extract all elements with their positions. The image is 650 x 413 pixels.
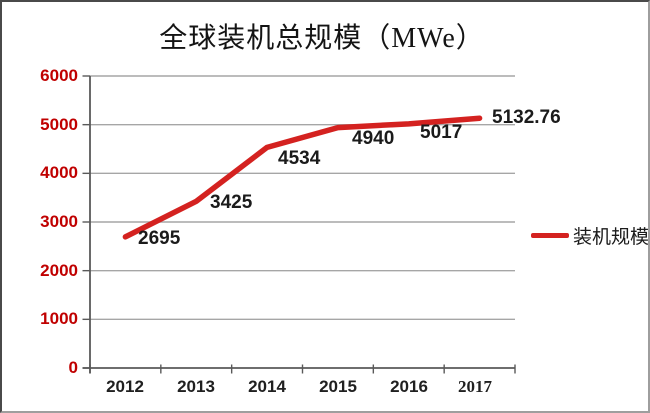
y-axis-tick-label: 6000 bbox=[40, 66, 78, 85]
y-axis-tick-label: 4000 bbox=[40, 163, 78, 182]
x-axis-label: 2016 bbox=[390, 377, 428, 396]
x-axis-label: 2014 bbox=[248, 377, 286, 396]
legend-series-label: 装机规模 bbox=[573, 227, 650, 248]
chart-title: 全球装机总规模（MWe） bbox=[159, 23, 485, 54]
data-label: 5132.76 bbox=[492, 107, 561, 128]
y-axis-tick-label: 2000 bbox=[40, 261, 78, 280]
data-label: 3425 bbox=[210, 192, 253, 213]
y-axis-tick-label: 1000 bbox=[40, 309, 78, 328]
legend: 装机规模 bbox=[531, 222, 650, 249]
x-axis-label: 2015 bbox=[319, 377, 357, 396]
x-axis-label: 2017 bbox=[458, 377, 492, 396]
legend-line-swatch bbox=[531, 233, 569, 238]
data-label: 5017 bbox=[420, 122, 463, 143]
data-label: 2695 bbox=[138, 228, 181, 249]
y-axis-tick-label: 0 bbox=[68, 358, 78, 377]
y-axis-tick-label: 3000 bbox=[40, 212, 78, 231]
data-label: 4534 bbox=[278, 148, 321, 169]
y-axis-tick-label: 5000 bbox=[40, 115, 78, 134]
x-axis-label: 2013 bbox=[177, 377, 215, 396]
data-label: 4940 bbox=[352, 128, 395, 149]
x-axis-label: 2012 bbox=[106, 377, 144, 396]
